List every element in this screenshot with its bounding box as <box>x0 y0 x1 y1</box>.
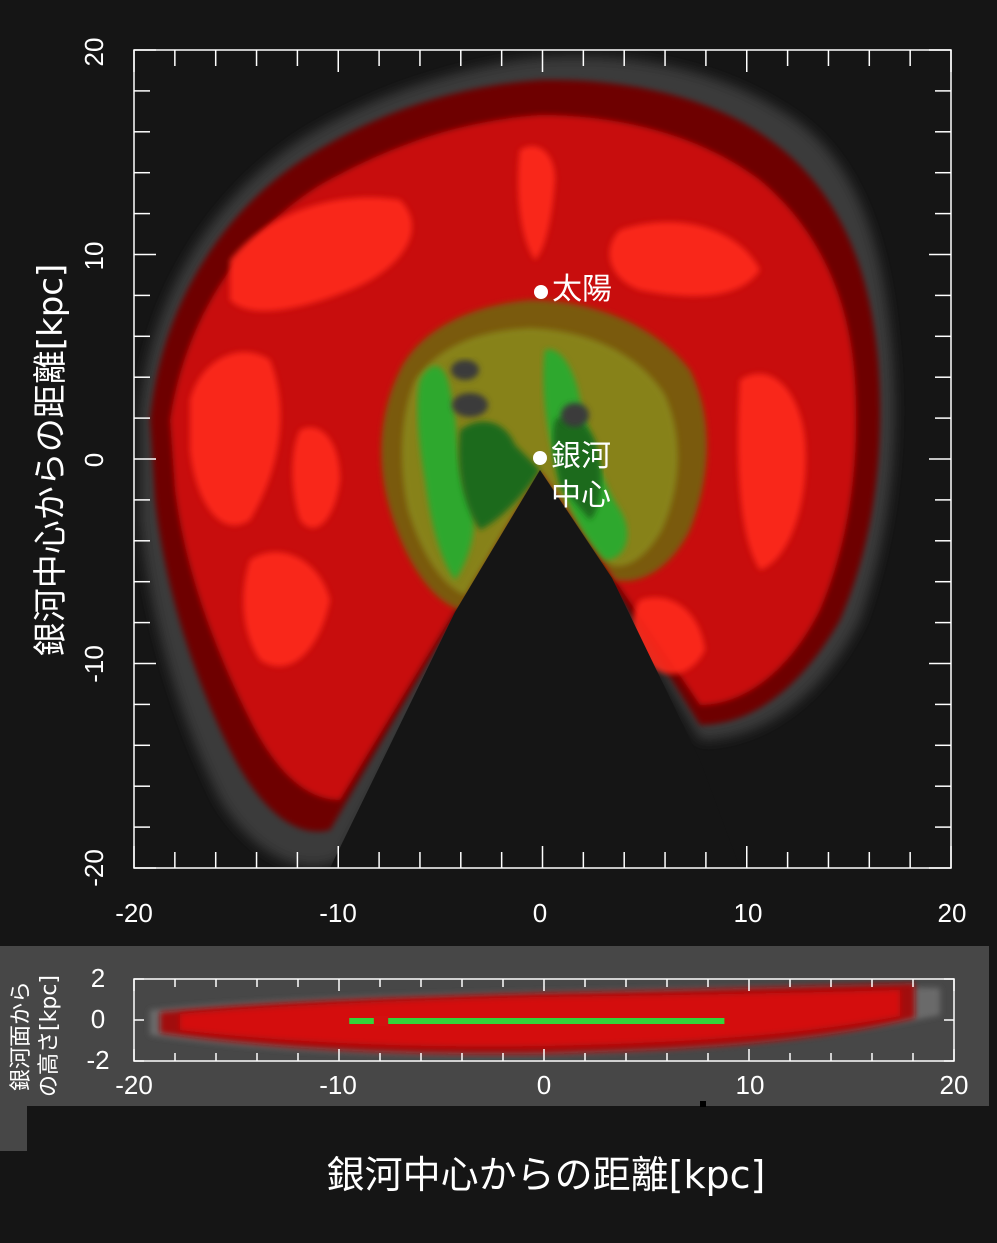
x-tick-label: 0 <box>537 1070 551 1100</box>
green-band <box>349 1018 725 1024</box>
y-tick-label: 20 <box>79 38 109 67</box>
center-label: 銀河 <box>551 439 611 474</box>
sun-marker: 太陽 <box>534 272 612 307</box>
center-marker: 銀河 中心 <box>533 439 611 513</box>
contour-green <box>417 366 475 580</box>
y-tick-labels: 2 0 -2 <box>86 963 109 1075</box>
x-tick-labels: -20 -10 0 10 20 <box>115 1070 968 1100</box>
contour-high <box>190 146 806 674</box>
y-axis-label-line2: の高さ[kpc] <box>37 975 62 1097</box>
contour-holes <box>451 360 589 427</box>
green-band-gap <box>373 1016 389 1026</box>
x-tick-label: -20 <box>115 898 153 928</box>
x-axis-label: 銀河中心からの距離[kpc] <box>327 1153 766 1197</box>
x-tick-label: 20 <box>940 1070 969 1100</box>
x-tick-label: 10 <box>736 1070 765 1100</box>
center-dot <box>533 451 547 465</box>
y-tick-label: 0 <box>79 453 109 467</box>
y-tick-label: -20 <box>79 849 109 887</box>
sun-label: 太陽 <box>552 272 612 307</box>
tick-marks <box>133 49 952 869</box>
center-label-line2: 中心 <box>551 478 611 513</box>
y-tick-label: -2 <box>86 1045 109 1075</box>
contour-dark-green-2 <box>552 416 602 520</box>
sun-dot <box>534 285 548 299</box>
x-tick-label: -10 <box>319 1070 357 1100</box>
contour-dark-green <box>458 421 540 530</box>
y-axis-label: 銀河中心からの距離[kpc] <box>31 264 71 657</box>
y-tick-label: 0 <box>91 1004 105 1034</box>
x-tick-label: 10 <box>734 898 763 928</box>
x-tick-labels: -20 -10 0 10 20 <box>115 898 966 928</box>
empty-wedge <box>330 470 740 868</box>
x-tick-label: 0 <box>533 898 547 928</box>
tick-marks <box>133 978 955 1062</box>
x-tick-label: -20 <box>115 1070 153 1100</box>
edge-contours <box>150 983 940 1056</box>
y-tick-labels: -20 -10 0 10 20 <box>79 38 109 887</box>
y-tick-label: -10 <box>79 645 109 683</box>
y-tick-label: 10 <box>79 242 109 271</box>
face-on-map: -20 -10 0 10 20 -20 -10 0 10 20 銀河中心からの距… <box>31 38 966 928</box>
panel-background-left <box>0 1106 27 1151</box>
x-tick-label: 20 <box>938 898 967 928</box>
y-axis-label-line1: 銀河面から <box>9 981 34 1091</box>
y-tick-label: 2 <box>91 963 105 993</box>
edge-on-map: -20 -10 0 10 20 2 0 -2 銀河面から の高さ[kpc] <box>0 946 989 1151</box>
x-tick-label: -10 <box>319 898 357 928</box>
marker-dot <box>700 1101 706 1107</box>
